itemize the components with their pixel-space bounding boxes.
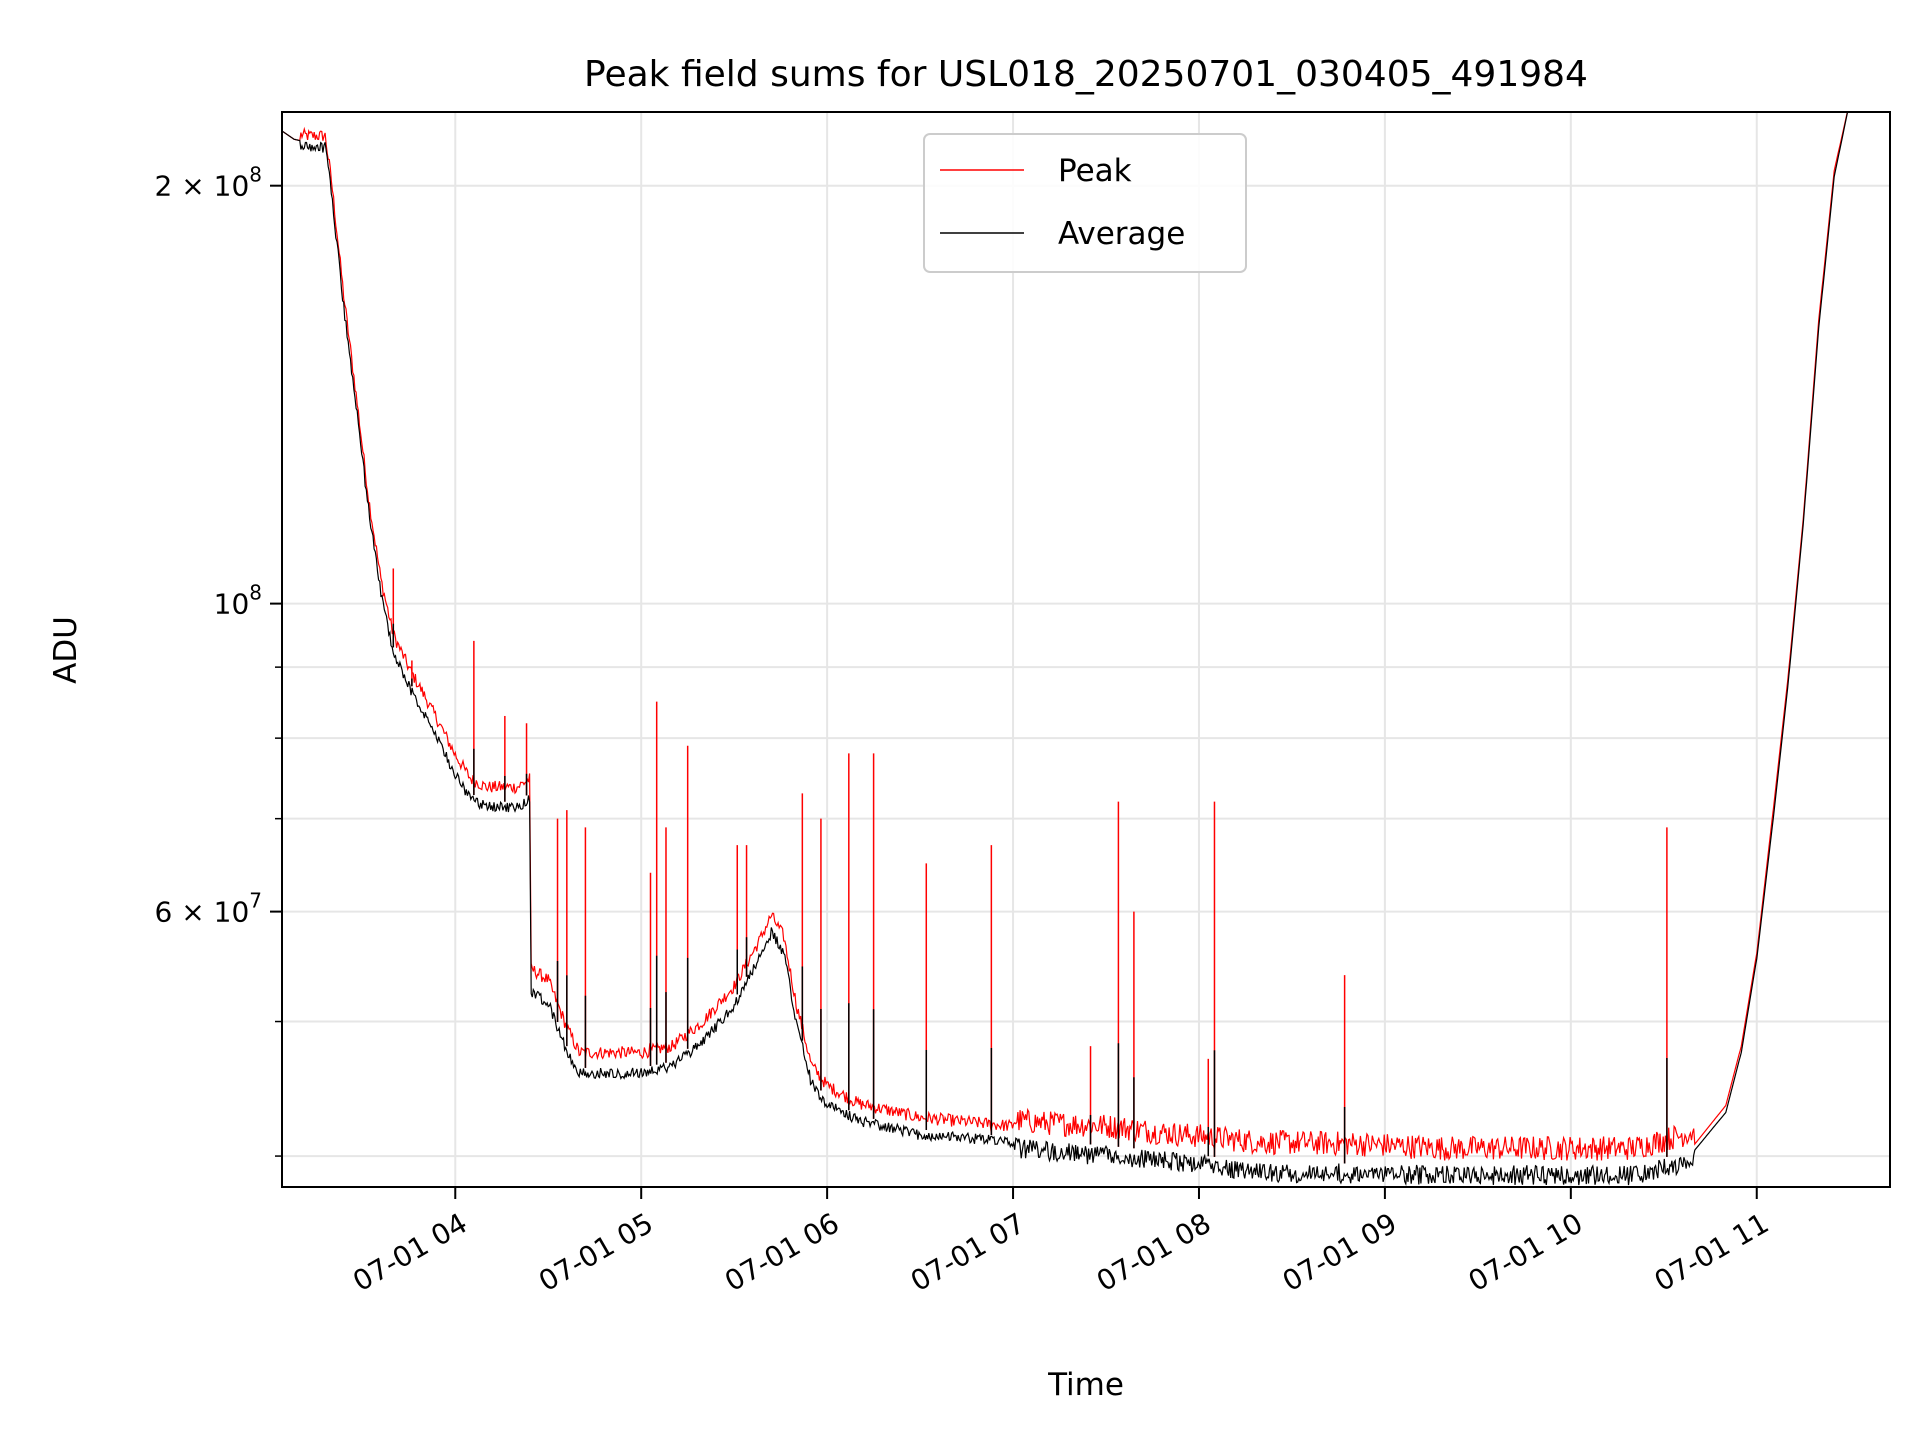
series-peak-line xyxy=(282,112,1848,1161)
x-tick-label: 07-01 09 xyxy=(1277,1206,1403,1298)
x-axis-title: Time xyxy=(1047,1367,1124,1403)
series-average-line xyxy=(282,112,1849,1187)
legend-label-peak: Peak xyxy=(1058,153,1132,189)
x-tick-label: 07-01 08 xyxy=(1091,1206,1217,1298)
x-axis: 07-01 04 07-01 05 07-01 06 07-01 07 07-01 08… xyxy=(347,1187,1774,1298)
y-tick-label: 2 × 108 xyxy=(155,163,262,203)
chart-title: Peak field sums for USL018_20250701_0304… xyxy=(584,54,1588,95)
x-tick-label: 07-01 04 xyxy=(347,1206,473,1298)
y-tick-label: 108 xyxy=(214,581,262,621)
x-tick-label: 07-01 11 xyxy=(1649,1206,1775,1298)
legend: Peak Average xyxy=(923,133,1247,273)
y-axis-title: ADU xyxy=(48,616,84,684)
x-tick-label: 07-01 10 xyxy=(1463,1206,1589,1298)
x-tick-label: 07-01 07 xyxy=(905,1206,1031,1298)
legend-label-average: Average xyxy=(1058,216,1185,252)
x-tick-label: 07-01 05 xyxy=(533,1206,659,1298)
plot-frame xyxy=(281,111,1891,1188)
grid xyxy=(282,112,1890,1187)
plot-area xyxy=(282,112,1849,1187)
y-tick-label: 6 × 107 xyxy=(155,889,262,929)
legend-box xyxy=(923,133,1247,273)
y-axis: 6 × 107 108 2 × 108 xyxy=(155,163,282,1157)
x-tick-label: 07-01 06 xyxy=(719,1206,845,1298)
